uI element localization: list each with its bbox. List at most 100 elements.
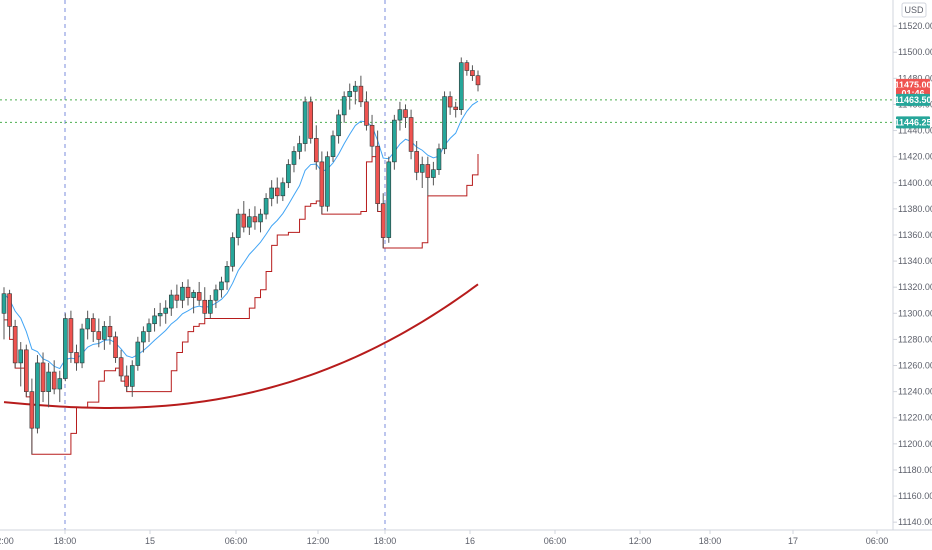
x-tick-label: 12:00 bbox=[629, 536, 652, 546]
candle-body bbox=[35, 362, 40, 429]
y-tick-label: 11380.00 bbox=[898, 204, 932, 214]
currency-label: USD bbox=[904, 5, 924, 15]
candle-body bbox=[191, 292, 196, 298]
price-axis-labels: 11520.0011500.0011480.0011460.0011440.00… bbox=[893, 21, 932, 527]
candle-body bbox=[319, 161, 325, 207]
currency-box[interactable] bbox=[901, 2, 927, 18]
candle-body bbox=[347, 91, 353, 97]
y-tick-label: 11300.00 bbox=[898, 308, 932, 318]
candle-body bbox=[241, 213, 247, 228]
candle-body bbox=[369, 125, 375, 147]
candle-body bbox=[436, 148, 442, 171]
y-tick-label: 11500.00 bbox=[898, 47, 932, 57]
y-tick-label: 11420.00 bbox=[898, 152, 932, 162]
y-tick-label: 11160.00 bbox=[898, 491, 932, 501]
x-tick-label: 15 bbox=[145, 536, 155, 546]
candle-body bbox=[453, 106, 458, 110]
y-tick-label: 11440.00 bbox=[898, 126, 932, 136]
candle-body bbox=[174, 294, 180, 301]
candle-body bbox=[291, 151, 297, 165]
candle-body bbox=[358, 85, 364, 103]
candle-body bbox=[475, 75, 481, 86]
candle-body bbox=[302, 101, 308, 144]
candle-body bbox=[308, 101, 314, 139]
candle-body bbox=[74, 352, 79, 364]
candle-body bbox=[336, 114, 341, 137]
y-tick-label: 11220.00 bbox=[898, 413, 932, 423]
candle-body bbox=[375, 145, 380, 204]
candle-body bbox=[163, 307, 169, 314]
y-tick-label: 11240.00 bbox=[898, 387, 932, 397]
candle-body bbox=[40, 362, 46, 392]
candle-body bbox=[219, 281, 224, 291]
x-tick-label: 18:00 bbox=[54, 536, 77, 546]
candle-body bbox=[196, 292, 202, 301]
candle-body bbox=[419, 164, 425, 173]
candle-body bbox=[341, 96, 347, 116]
x-tick-label: 06:00 bbox=[225, 536, 248, 546]
y-tick-label: 11520.00 bbox=[898, 21, 932, 31]
y-tick-label: 11200.00 bbox=[898, 439, 932, 449]
candle-body bbox=[51, 371, 57, 390]
y-tick-label: 11340.00 bbox=[898, 256, 932, 266]
trailing-stop-line bbox=[4, 154, 479, 455]
time-axis-labels[interactable]: 2:00 18:00 15 06:00 12:00 18:00 16 06:00 12:00 1… bbox=[0, 530, 888, 546]
candle-body bbox=[297, 143, 302, 152]
candle-body bbox=[464, 62, 470, 71]
candle-body bbox=[470, 70, 475, 77]
y-tick-label: 11140.00 bbox=[898, 517, 932, 527]
axes: USD bbox=[0, 0, 932, 531]
x-tick-label: 16 bbox=[465, 536, 475, 546]
candle-body bbox=[286, 164, 291, 184]
candle-body bbox=[152, 315, 157, 325]
candle-body bbox=[185, 286, 191, 298]
candle-body bbox=[252, 216, 258, 223]
candle-body bbox=[63, 318, 68, 379]
candle-body bbox=[1, 293, 7, 314]
candle-body bbox=[124, 375, 129, 387]
candles bbox=[1, 57, 481, 455]
candle-body bbox=[146, 323, 152, 332]
candle-body bbox=[96, 331, 102, 340]
candle-body bbox=[29, 391, 35, 429]
y-tick-label: 11280.00 bbox=[898, 334, 932, 344]
candle-body bbox=[403, 109, 408, 118]
candle-body bbox=[425, 164, 431, 178]
candle-body bbox=[397, 109, 403, 121]
candle-body bbox=[118, 357, 124, 377]
candle-body bbox=[213, 289, 219, 301]
candle-body bbox=[247, 216, 252, 228]
candle-body bbox=[113, 336, 118, 358]
y-tick-label: 11400.00 bbox=[898, 178, 932, 188]
candle-body bbox=[129, 365, 135, 387]
ema-fast-line bbox=[3, 100, 479, 370]
candle-body bbox=[85, 318, 90, 330]
candle-body bbox=[431, 169, 436, 178]
y-tick-label: 11260.00 bbox=[898, 361, 932, 371]
indicator-lines bbox=[3, 100, 479, 455]
candle-body bbox=[230, 237, 235, 267]
ema-slow-line bbox=[3, 283, 479, 409]
candle-body bbox=[408, 117, 414, 152]
candle-body bbox=[458, 62, 464, 110]
candle-body bbox=[224, 266, 230, 283]
svg-text:01:46: 01:46 bbox=[901, 88, 924, 98]
y-tick-label: 11480.00 bbox=[898, 73, 932, 83]
candle-body bbox=[57, 378, 63, 390]
candle-body bbox=[7, 293, 12, 327]
candle-body bbox=[280, 182, 286, 197]
candle-body bbox=[325, 156, 330, 207]
svg-text:11446.25: 11446.25 bbox=[894, 117, 931, 127]
candle-body bbox=[442, 96, 447, 150]
candle-body bbox=[269, 187, 274, 199]
y-tick-label: 11360.00 bbox=[898, 230, 932, 240]
candle-body bbox=[102, 326, 107, 340]
price-tag: 11463.50 bbox=[894, 93, 932, 106]
y-tick-label: 11180.00 bbox=[898, 465, 932, 475]
y-tick-label: 11320.00 bbox=[898, 282, 932, 292]
candle-body bbox=[107, 326, 113, 338]
price-tag: 11446.25 bbox=[894, 116, 932, 129]
candle-body bbox=[263, 198, 269, 215]
candle-body bbox=[274, 187, 280, 197]
